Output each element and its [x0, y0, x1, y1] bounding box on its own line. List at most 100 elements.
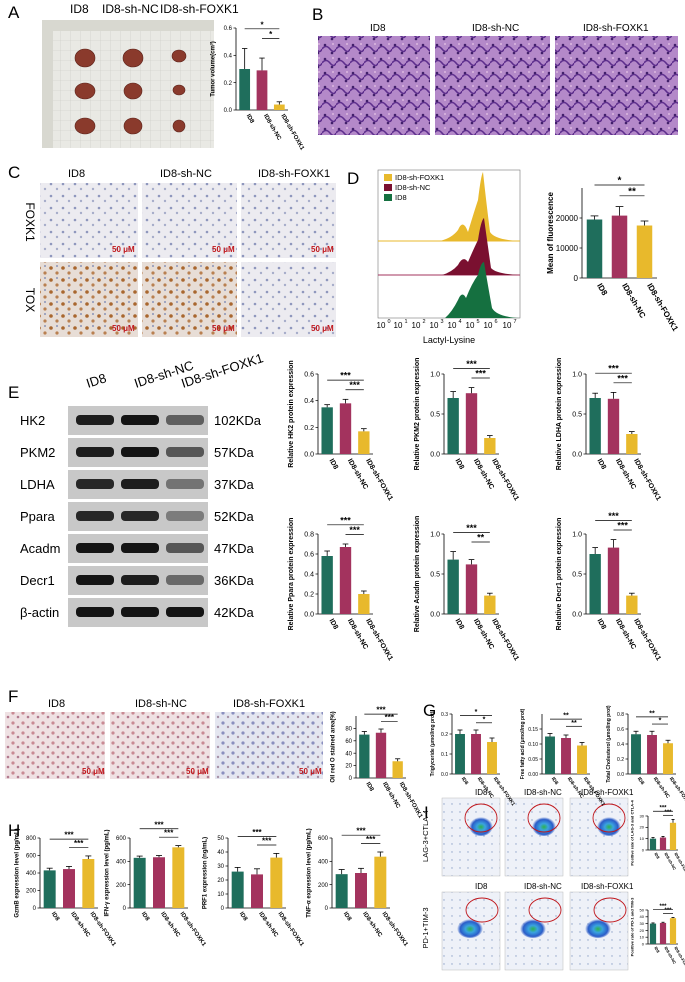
y-tick-label: 0 — [349, 776, 353, 782]
y-tick-label: 0.00 — [528, 772, 538, 778]
panel-A-group-3: ID8-sh-FOXK1 — [160, 2, 239, 16]
panel-H-label: H — [8, 821, 20, 840]
category-label: ID8 — [460, 776, 470, 786]
y-tick-label: 0.6 — [304, 371, 314, 378]
significance-label: *** — [664, 908, 672, 914]
y-tick-label: 0 — [642, 941, 645, 946]
significance-label: *** — [617, 521, 628, 531]
bar — [447, 398, 459, 454]
y-tick-label: 0.2 — [224, 81, 233, 87]
bar — [636, 225, 653, 278]
significance-label: *** — [154, 820, 164, 829]
blot-band — [76, 575, 114, 585]
significance-label: ** — [628, 186, 636, 197]
y-tick-label: 30 — [640, 813, 645, 818]
blot-size-label: 52KDa — [214, 509, 255, 524]
chart-H-IFNg: 0 200 400 600 IFN-γ expression level (pg/mL)… — [104, 820, 207, 948]
y-tick-label: 20 — [640, 825, 645, 830]
bar — [392, 761, 403, 778]
blot-size-label: 42KDa — [214, 605, 255, 620]
blot-band — [166, 447, 204, 457]
he-images — [318, 36, 678, 135]
category-label: ID8-sh-NC — [159, 911, 181, 939]
category-label: ID8-sh-FOXK1 — [178, 911, 206, 948]
blot-band — [121, 415, 159, 425]
svg-text:4: 4 — [458, 319, 461, 325]
chart-E-HK2: 0.0 0.2 0.4 0.6 Relative HK2 protein express… — [288, 360, 394, 502]
flow-histogram — [377, 169, 521, 319]
significance-label: * — [260, 20, 264, 29]
blot-band — [76, 479, 114, 489]
y-tick-label: 400 — [116, 859, 127, 865]
blot-protein-label: PKM2 — [20, 445, 55, 460]
y-tick-label: 1.0 — [572, 531, 582, 538]
chart-A-tumor-volume: 0.0 0.2 0.4 0.6 Tumor volume(cm³) ID8 ID8-sh-N… — [209, 20, 305, 152]
category-label: ID8 — [596, 458, 608, 471]
y-tick-label: 0.8 — [304, 531, 314, 538]
category-label: ID8 — [550, 776, 560, 786]
category-label: ID8 — [140, 911, 151, 923]
svg-text:7: 7 — [513, 319, 516, 325]
bar — [358, 594, 370, 614]
bar — [577, 745, 587, 774]
significance-label: *** — [659, 806, 667, 812]
category-label: ID8-sh-FOXK1 — [398, 781, 424, 820]
blot-band — [166, 575, 204, 585]
y-tick-label: 10 — [640, 935, 645, 940]
y-tick-label: 0.0 — [441, 772, 448, 778]
significance-label: * — [618, 176, 622, 187]
category-label: ID8 — [50, 911, 61, 923]
chart-E-PKM2: 0.0 0.5 1.0 Relative PKM2 protein expressio… — [414, 358, 520, 503]
y-tick-label: 20000 — [556, 214, 579, 223]
category-label: ID8-sh-FOXK1 — [632, 458, 662, 502]
bar — [659, 837, 667, 850]
blot-group-1: ID8 — [84, 370, 108, 391]
blot-band — [121, 511, 159, 521]
chart-G-TG: 0.0 0.1 0.2 0.3 Triglyceride (μmol/mg prot) I… — [430, 709, 516, 807]
significance-label: *** — [366, 835, 376, 844]
y-tick-label: 30 — [217, 864, 224, 870]
y-tick-label: 0.15 — [528, 727, 538, 733]
category-label: ID8-sh-FOXK1 — [490, 618, 520, 662]
chart-H-GzmB: 0 200 400 600 800 GzmB expression level (pg/m… — [14, 828, 117, 948]
category-label: ID8-sh-FOXK1 — [276, 911, 304, 948]
significance-label: *** — [74, 839, 84, 848]
bar — [487, 742, 497, 774]
bar — [63, 869, 75, 908]
panel-C-group-2: ID8-sh-NC — [160, 168, 212, 180]
blot-size-label: 37KDa — [214, 477, 255, 492]
chart-E-LDHA: 0.0 0.5 1.0 Relative LDHA protein expressio… — [556, 358, 662, 502]
flow-legend-id8: ID8 — [395, 193, 407, 202]
y-tick-label: 80 — [345, 727, 352, 733]
y-tick-label: 0 — [33, 906, 37, 912]
bar — [611, 215, 628, 278]
bar — [82, 859, 95, 908]
panel-A-group-2: ID8-sh-NC — [102, 2, 159, 16]
blot-band — [121, 543, 159, 553]
chart-E-Acadm: 0.0 0.5 1.0 Relative Acadm protein expressi… — [414, 516, 520, 662]
significance-label: *** — [252, 828, 262, 837]
y-tick-label: 1.0 — [430, 531, 440, 538]
y-tick-label: 0.0 — [572, 611, 582, 618]
significance-label: *** — [340, 515, 351, 525]
bar — [358, 431, 370, 454]
y-tick-label: 0.0 — [304, 451, 314, 458]
y-tick-label: 0.2 — [304, 591, 314, 598]
panel-F-label: F — [8, 687, 18, 706]
panel-C-row-1: FOXK1 — [23, 202, 37, 242]
y-tick-label: 600 — [116, 836, 127, 842]
bar — [663, 743, 673, 774]
significance-label: *** — [608, 364, 619, 374]
y-tick-label: 0.10 — [528, 742, 538, 748]
y-tick-label: 200 — [116, 883, 127, 889]
y-tick-label: 0 — [221, 906, 225, 912]
bar — [270, 857, 283, 908]
significance-label: *** — [466, 523, 477, 533]
bar — [465, 564, 478, 614]
y-tick-label: 40 — [345, 751, 352, 757]
y-axis-label: Oil red O stained area(%) — [330, 711, 336, 782]
blot-band — [76, 543, 114, 553]
flow-dotplots — [441, 797, 629, 971]
blot-protein-label: Decr1 — [20, 573, 55, 588]
